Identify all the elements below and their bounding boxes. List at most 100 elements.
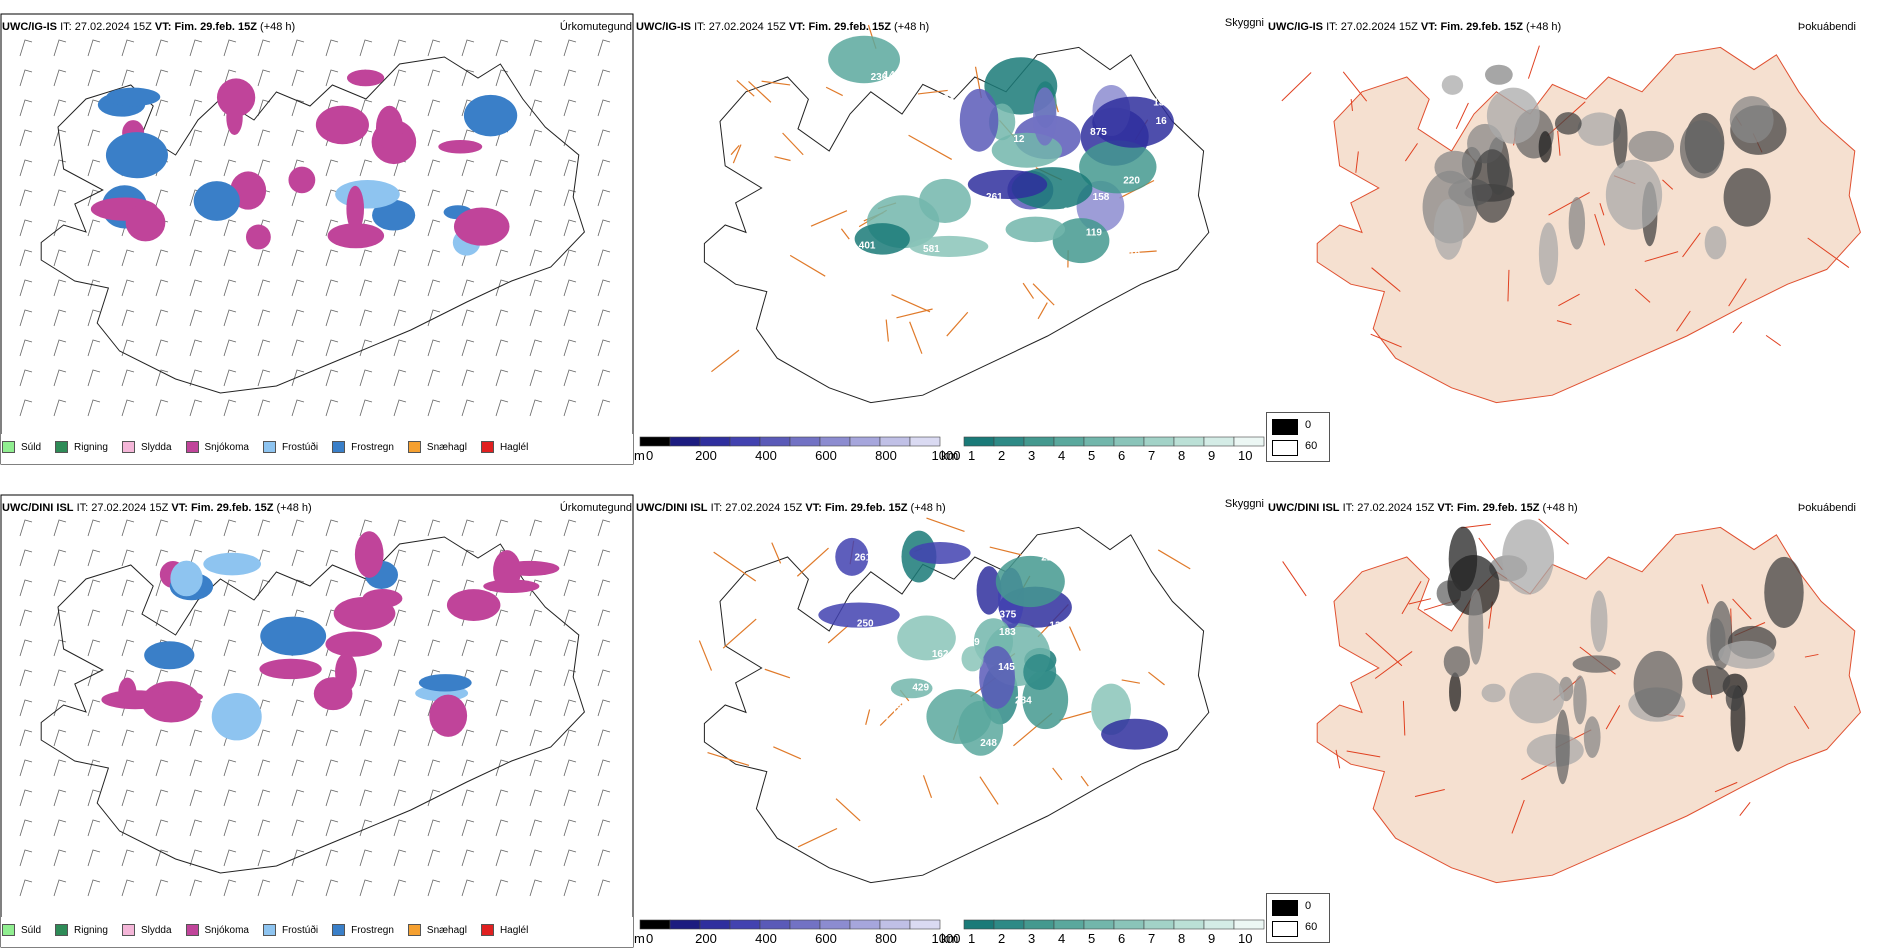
wind-barb	[88, 40, 100, 56]
scale-km-tick: 1	[968, 448, 975, 463]
wind-barb	[292, 400, 304, 416]
legend-swatch	[408, 441, 421, 453]
wind-barb	[54, 40, 66, 56]
scale-m-unit: m	[634, 448, 645, 463]
wind-barb	[20, 850, 32, 866]
precip-area	[464, 95, 517, 136]
wind-barb	[360, 340, 372, 356]
legend-swatch	[481, 441, 494, 453]
wind-barb	[258, 70, 270, 86]
precip-area	[288, 167, 315, 194]
fog-panel-top: UWC/IG-IS IT: 27.02.2024 15Z VT: Fim. 29…	[1266, 0, 1900, 465]
legend-item: Snæhagl	[408, 924, 467, 936]
scale-m-tick: 400	[755, 931, 777, 946]
scale-km-tick: 9	[1208, 931, 1215, 946]
wind-barb	[122, 70, 134, 86]
wind-barb	[394, 850, 406, 866]
scale-km-tick: 5	[1088, 931, 1095, 946]
wind-barb	[88, 640, 100, 656]
wind-barb	[326, 250, 338, 266]
wind-barb	[428, 850, 440, 866]
visibility-value-label: 23	[1142, 624, 1154, 635]
wind-barb	[462, 790, 474, 806]
wind-barb	[564, 550, 576, 566]
visibility-value-label: 183	[999, 627, 1016, 638]
visibility-value-label: 847	[1152, 80, 1169, 91]
visibility-value-label: 131	[1153, 97, 1170, 108]
wind-barb	[598, 610, 610, 626]
wind-barb	[54, 580, 66, 596]
wind-barb	[122, 610, 134, 626]
wind-barb	[326, 880, 338, 896]
wind-barb	[258, 130, 270, 146]
wind-barb	[394, 670, 406, 686]
wind-barb	[462, 40, 474, 56]
wind-barb	[326, 550, 338, 566]
wind-barb	[190, 220, 202, 236]
legend-label: Snjókoma	[205, 442, 249, 453]
wind-barb	[496, 250, 508, 266]
wind-barb	[190, 280, 202, 296]
wind-barb	[496, 310, 508, 326]
fog-scale-low-label: 0	[1305, 900, 1311, 912]
road	[892, 295, 930, 312]
road	[1148, 672, 1164, 685]
wind-barb	[20, 610, 32, 626]
wind-barb	[564, 850, 576, 866]
legend-item: Rigning	[55, 441, 108, 453]
scale-m-swatch	[730, 437, 760, 446]
road	[836, 799, 860, 821]
scale-m-tick: 200	[695, 931, 717, 946]
wind-barb	[428, 820, 440, 836]
visibility-value-label: 16	[1156, 116, 1168, 127]
scale-km-unit: km	[941, 931, 958, 946]
visibility-value-label: 159	[963, 637, 980, 648]
fog-scale-low-swatch	[1272, 900, 1298, 916]
wind-barb	[598, 370, 610, 386]
wind-barb	[360, 820, 372, 836]
wind-barb	[190, 40, 202, 56]
wind-barb	[360, 370, 372, 386]
wind-barb	[156, 250, 168, 266]
fog-area	[1444, 646, 1470, 677]
wind-barb	[462, 310, 474, 326]
wind-barb	[564, 370, 576, 386]
visibility-value-label: 429	[912, 683, 929, 694]
legend-item: Frostúði	[263, 441, 318, 453]
wind-barb	[88, 520, 100, 536]
wind-barb	[462, 880, 474, 896]
wind-barb	[394, 640, 406, 656]
wind-barb	[224, 820, 236, 836]
wind-barb	[156, 340, 168, 356]
scale-m-swatch	[700, 920, 730, 929]
legend-swatch	[55, 924, 68, 936]
scale-km-swatch	[1084, 437, 1114, 446]
precip-area	[144, 641, 194, 669]
wind-barb	[326, 40, 338, 56]
precip-area	[429, 695, 467, 737]
wind-barb	[496, 520, 508, 536]
wind-barb	[530, 340, 542, 356]
wind-barb	[292, 760, 304, 776]
wind-barb	[564, 280, 576, 296]
wind-barb	[598, 310, 610, 326]
scale-km-tick: 10	[1238, 931, 1252, 946]
wind-barb	[292, 520, 304, 536]
wind-barb	[564, 730, 576, 746]
legend-item: Frostúði	[263, 924, 318, 936]
fog-area	[1573, 675, 1586, 724]
road	[980, 777, 998, 805]
road	[773, 747, 800, 759]
wind-barb	[224, 850, 236, 866]
wind-barb	[360, 850, 372, 866]
wind-barb	[258, 40, 270, 56]
visibility-value-label: 12	[1013, 134, 1025, 145]
wind-barb	[224, 760, 236, 776]
wind-barb	[598, 580, 610, 596]
wind-barb	[224, 340, 236, 356]
wind-barb	[428, 100, 440, 116]
precip-area	[106, 88, 160, 107]
